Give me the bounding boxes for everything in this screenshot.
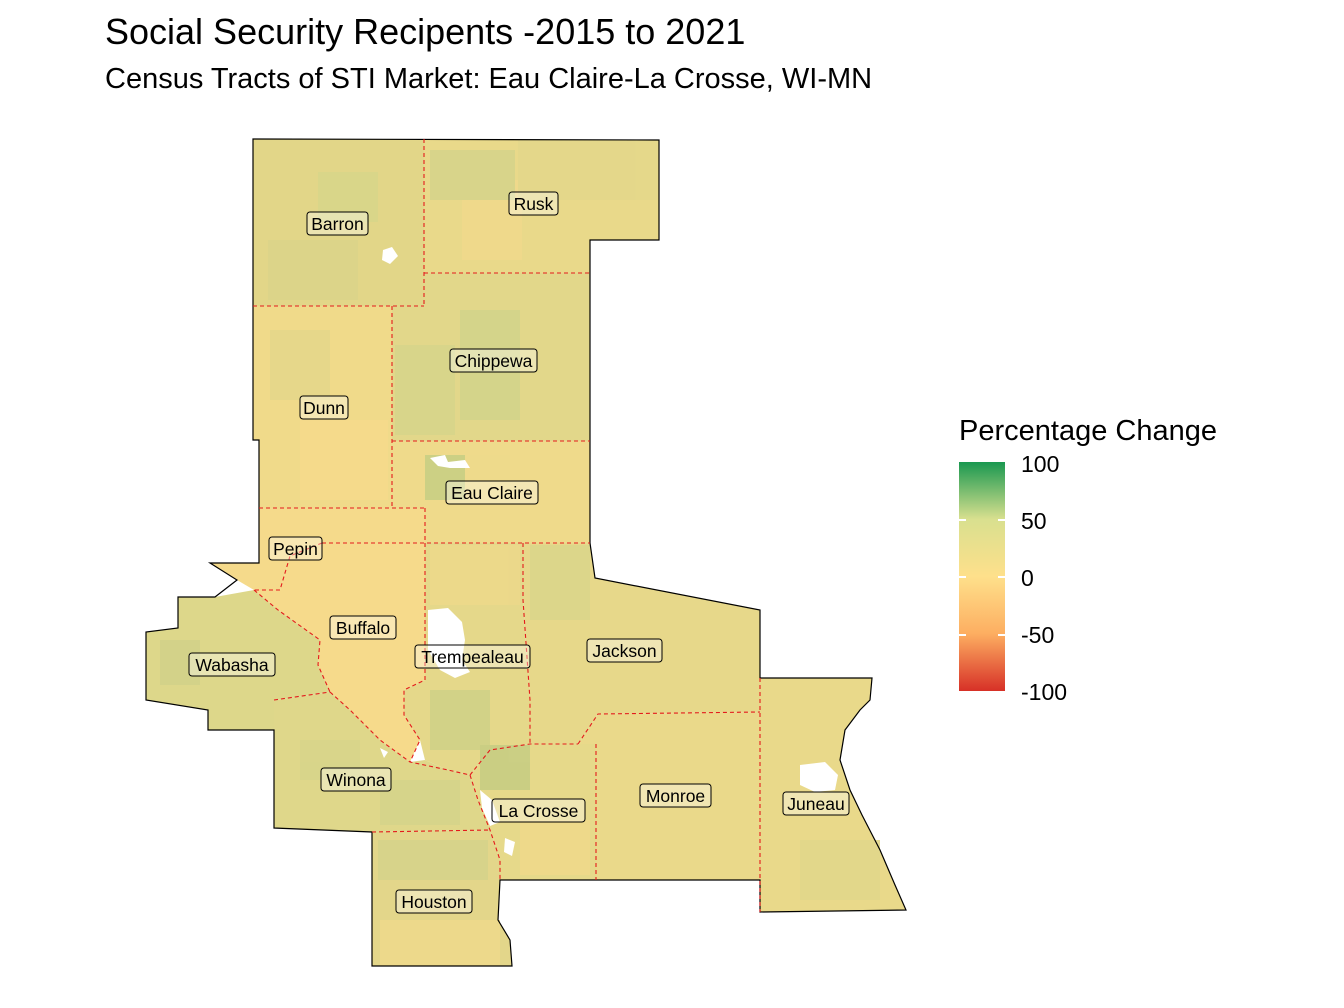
legend-tick-mark [959, 519, 966, 521]
county-label: Buffalo [329, 615, 397, 640]
county-labels: Barron Rusk Chippewa Dunn Eau Claire Pep… [188, 191, 850, 914]
legend-colorbar [959, 462, 1005, 691]
county-label: Rusk [508, 191, 559, 216]
county-label: Dunn [299, 395, 349, 420]
county-label: Houston [395, 889, 473, 914]
county-label: Pepin [268, 536, 323, 561]
legend-tick-label: -100 [1021, 679, 1068, 705]
county-pepin [210, 508, 425, 590]
county-label-juneau: Juneau [787, 794, 844, 814]
county-label-eau-claire: Eau Claire [451, 483, 533, 503]
county-label-la-crosse: La Crosse [499, 801, 579, 821]
legend-tick-mark [998, 634, 1005, 636]
market-outline [145, 138, 907, 967]
county-label: Eau Claire [445, 480, 539, 505]
legend-tick-label: -50 [1021, 622, 1055, 648]
county-label: Trempealeau [414, 644, 531, 669]
county-label-dunn: Dunn [303, 398, 345, 418]
map-title: Social Security Recipents -2015 to 2021 [105, 11, 746, 52]
county-label-buffalo: Buffalo [336, 618, 390, 638]
county-label: Jackson [586, 638, 663, 663]
map-subtitle: Census Tracts of STI Market: Eau Claire-… [105, 63, 873, 95]
county-label-rusk: Rusk [514, 194, 554, 214]
county-label-houston: Houston [401, 892, 466, 912]
county-label: Juneau [782, 791, 850, 816]
county-label-barron: Barron [311, 214, 364, 234]
county-label-jackson: Jackson [592, 641, 656, 661]
missing-data-tracts [380, 247, 838, 856]
county-label-wabasha: Wabasha [195, 655, 269, 675]
county-label: La Crosse [491, 798, 586, 823]
county-boundaries [253, 139, 761, 912]
county-label-monroe: Monroe [646, 786, 705, 806]
legend-tick-mark [998, 519, 1005, 521]
legend-title: Percentage Change [959, 415, 1217, 447]
legend-tick-mark [959, 576, 966, 578]
legend-tick-label: 0 [1021, 565, 1034, 591]
legend-tick-mark [998, 576, 1005, 578]
county-label-chippewa: Chippewa [455, 351, 533, 371]
county-label-trempealeau: Trempealeau [421, 647, 523, 667]
county-wabasha [146, 590, 330, 730]
county-label: Winona [320, 767, 392, 792]
legend-tick-mark [959, 634, 966, 636]
county-label-winona: Winona [326, 770, 386, 790]
legend-tick-label: 50 [1021, 508, 1047, 534]
county-label: Chippewa [449, 348, 538, 373]
county-label: Wabasha [188, 652, 276, 677]
county-label: Barron [306, 211, 369, 236]
county-buffalo [254, 543, 425, 762]
county-label-pepin: Pepin [273, 539, 318, 559]
county-monroe [578, 712, 760, 880]
legend-tick-label: 100 [1021, 451, 1060, 477]
tract-shading [160, 140, 880, 966]
county-label: Monroe [639, 783, 712, 808]
